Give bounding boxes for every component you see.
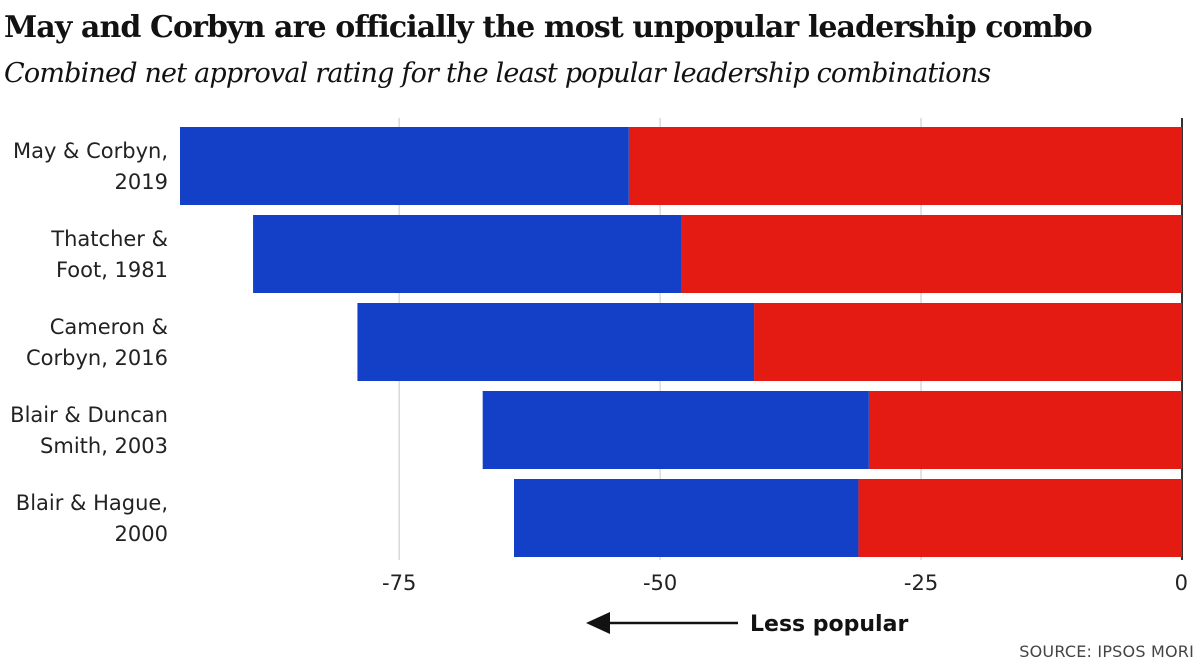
- category-label-line: 2000: [115, 522, 168, 546]
- category-label-line: 2019: [115, 170, 168, 194]
- category-label: Blair & Duncan Smith, 2003: [10, 403, 168, 458]
- category-label: Cameron & Corbyn, 2016: [26, 315, 168, 370]
- x-tick-label: 0: [1175, 571, 1188, 595]
- bar-opposition: [514, 479, 859, 557]
- category-label-line: Foot, 1981: [56, 258, 168, 282]
- category-label-line: Blair & Hague,: [16, 491, 168, 515]
- chart-title: May and Corbyn are officially the most u…: [4, 10, 1093, 45]
- category-label: Blair & Hague, 2000: [16, 491, 168, 546]
- bar-opposition: [482, 391, 869, 469]
- x-tick-label: -75: [382, 571, 416, 595]
- annotation-label: Less popular: [750, 612, 908, 637]
- category-label: Thatcher & Foot, 1981: [50, 227, 168, 282]
- x-tick-label: -50: [643, 571, 677, 595]
- bar-opposition: [357, 303, 755, 381]
- category-label-line: May & Corbyn,: [13, 139, 168, 163]
- bar-pm: [754, 303, 1182, 381]
- category-label-line: Smith, 2003: [40, 434, 168, 458]
- bar-opposition: [180, 127, 629, 205]
- category-label-line: Corbyn, 2016: [26, 346, 168, 370]
- bar-pm: [628, 127, 1182, 205]
- category-label: May & Corbyn, 2019: [13, 139, 168, 194]
- category-label-line: Blair & Duncan: [10, 403, 168, 427]
- bar-pm: [868, 391, 1182, 469]
- bar-pm: [681, 215, 1182, 293]
- arrow-left-icon: [586, 612, 610, 634]
- category-label-line: Cameron &: [50, 315, 168, 339]
- source-note: SOURCE: IPSOS MORI: [1019, 642, 1194, 661]
- bar-opposition: [253, 215, 681, 293]
- chart-subtitle: Combined net approval rating for the lea…: [4, 58, 991, 89]
- category-label-line: Thatcher &: [50, 227, 168, 251]
- bar-pm: [858, 479, 1182, 557]
- x-tick-label: -25: [904, 571, 938, 595]
